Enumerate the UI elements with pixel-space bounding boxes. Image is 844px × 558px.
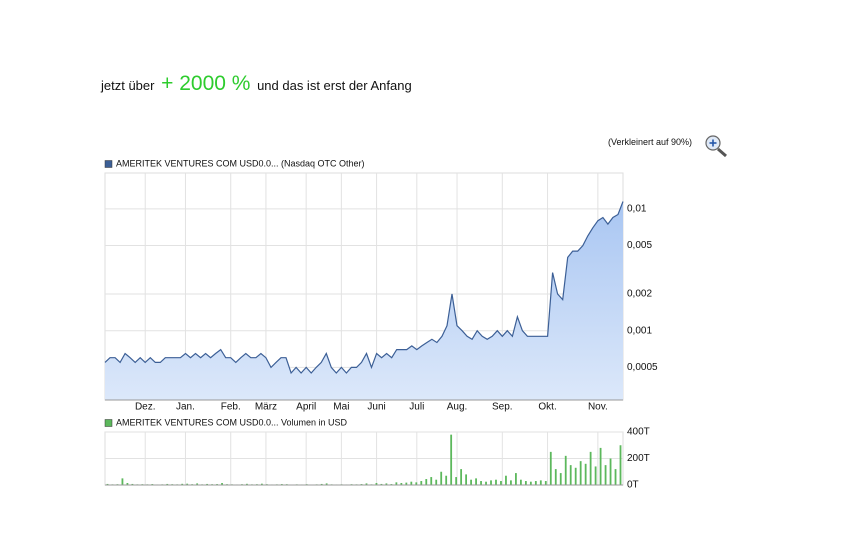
volume-bar xyxy=(594,466,597,485)
volume-bar xyxy=(221,483,223,485)
volume-bar xyxy=(564,455,567,485)
volume-bar xyxy=(554,469,557,485)
headline-text: und das ist erst der Anfang xyxy=(257,78,412,93)
volume-bar xyxy=(410,481,413,485)
y-tick-label: 0,001 xyxy=(627,325,652,336)
legend-label: AMERITEK VENTURES COM USD0.0... Volumen … xyxy=(116,417,348,427)
y-tick-label: 0,0005 xyxy=(627,362,658,373)
volume-bar xyxy=(534,481,537,485)
volume-bar xyxy=(599,447,602,485)
volume-bar xyxy=(440,471,443,485)
volume-bar xyxy=(181,483,184,485)
x-tick-label: Juni xyxy=(367,402,385,413)
x-tick-label: Okt. xyxy=(538,402,556,413)
volume-bar xyxy=(589,451,592,485)
volume-bar xyxy=(425,479,428,485)
x-tick-label: Mai xyxy=(333,402,349,413)
volume-bar xyxy=(375,483,378,485)
volume-bar xyxy=(320,483,323,485)
volume-bar xyxy=(460,469,463,485)
volume-bar xyxy=(126,483,129,485)
x-tick-label: Jan. xyxy=(176,402,195,413)
volume-bar xyxy=(131,483,134,485)
volume-bar xyxy=(519,479,522,485)
volume-bar xyxy=(465,474,468,485)
volume-bar xyxy=(619,445,622,485)
x-tick-label: Nov. xyxy=(588,402,608,413)
price-line xyxy=(104,201,624,375)
volume-bar xyxy=(524,481,527,485)
y-tick-label: 0T xyxy=(627,480,639,491)
zoom-text: (Verkleinert auf 90%) xyxy=(608,137,693,147)
volume-bar xyxy=(445,475,448,485)
x-tick-label: März xyxy=(255,402,277,413)
volume-bar xyxy=(584,463,587,485)
volume-bar xyxy=(574,467,577,485)
volume-bar xyxy=(490,480,492,485)
volume-bar xyxy=(430,477,433,485)
legend-swatch xyxy=(104,160,113,168)
y-tick-label: 0,01 xyxy=(627,204,647,215)
volume-bar xyxy=(415,482,418,485)
volume-bar xyxy=(510,480,512,485)
volume-bar xyxy=(579,461,582,485)
volume-bar xyxy=(420,481,423,485)
legend-label: AMERITEK VENTURES COM USD0.0... (Nasdaq … xyxy=(116,158,365,168)
volume-bar xyxy=(495,479,497,485)
volume-bar xyxy=(246,483,248,485)
volume-bar xyxy=(400,483,403,485)
volume-bar xyxy=(480,481,482,485)
volume-bar xyxy=(206,483,209,485)
y-tick-label: 400T xyxy=(627,427,650,438)
x-tick-label: Aug. xyxy=(447,402,468,413)
volume-bar xyxy=(455,477,458,485)
volume-bar xyxy=(121,478,124,485)
volume-bar xyxy=(196,483,199,485)
volume-bar xyxy=(435,479,438,485)
x-tick-label: Juli xyxy=(409,402,424,413)
volume-bar xyxy=(559,473,562,485)
x-tick-label: April xyxy=(296,402,316,413)
volume-bar xyxy=(544,481,547,485)
price-area xyxy=(105,201,623,400)
volume-bar xyxy=(549,451,552,485)
volume-bar xyxy=(260,483,263,485)
volume-bar xyxy=(569,465,572,485)
volume-bar xyxy=(529,481,532,485)
y-tick-label: 0,002 xyxy=(627,289,652,300)
y-tick-label: 0,005 xyxy=(627,240,652,251)
x-tick-label: Sep. xyxy=(492,402,513,413)
headline-text: jetzt über xyxy=(101,78,155,93)
volume-bar xyxy=(614,469,617,485)
volume-bar xyxy=(485,481,487,485)
headline: jetzt über + 2000 % und das ist erst der… xyxy=(101,72,412,96)
x-tick-label: Feb. xyxy=(221,402,241,413)
volume-bar xyxy=(166,483,169,485)
volume-bar xyxy=(325,483,328,485)
volume-bar xyxy=(405,482,408,485)
volume-bar xyxy=(539,480,542,485)
volume-bar xyxy=(475,478,477,485)
volume-bar xyxy=(450,434,453,485)
volume-bar xyxy=(604,465,607,485)
zoom-note[interactable]: (Verkleinert auf 90%) xyxy=(608,137,692,147)
volume-bar xyxy=(385,483,388,485)
volume-bar xyxy=(365,483,368,485)
zoom-icon[interactable] xyxy=(705,135,727,158)
volume-bar xyxy=(395,482,398,485)
y-tick-label: 200T xyxy=(627,453,650,464)
volume-bar xyxy=(380,483,383,485)
volume-bar xyxy=(106,483,109,485)
x-tick-label: Dez. xyxy=(135,402,156,413)
headline-highlight: + 2000 % xyxy=(161,72,251,95)
volume-bar xyxy=(505,475,507,485)
legend-swatch xyxy=(104,419,113,427)
volume-bar xyxy=(609,458,612,485)
volume-bar xyxy=(500,481,502,485)
volume-bar xyxy=(470,479,472,485)
volume-bar xyxy=(186,483,189,485)
volume-bar xyxy=(515,473,517,485)
